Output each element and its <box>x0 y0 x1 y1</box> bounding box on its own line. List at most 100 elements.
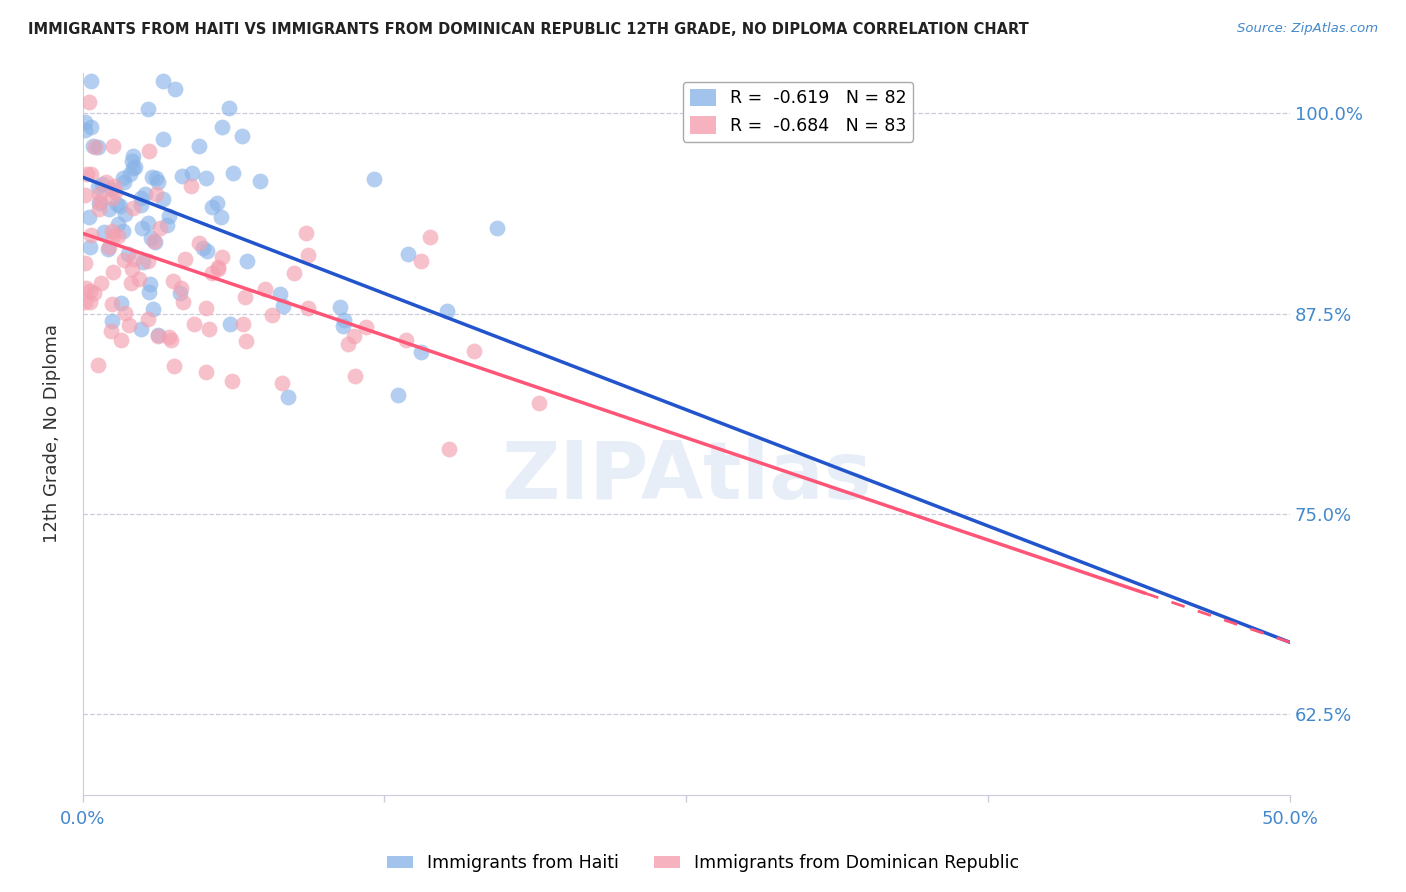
Point <box>94 175 117 189</box>
Point <box>398 247 420 261</box>
Point <box>90 277 112 291</box>
Point <box>439 442 461 456</box>
Point <box>111 170 134 185</box>
Point <box>83 286 105 301</box>
Point <box>253 282 276 296</box>
Point <box>136 253 159 268</box>
Point <box>395 333 418 347</box>
Point <box>343 329 366 343</box>
Point <box>121 154 143 169</box>
Point <box>84 140 107 154</box>
Point <box>181 166 204 180</box>
Y-axis label: 12th Grade, No Diploma: 12th Grade, No Diploma <box>44 325 60 543</box>
Point <box>152 132 174 146</box>
Point <box>114 207 136 221</box>
Point <box>87 180 110 194</box>
Point <box>162 274 184 288</box>
Point <box>121 261 143 276</box>
Point <box>86 358 108 372</box>
Point <box>207 262 229 277</box>
Point <box>149 221 172 235</box>
Point <box>107 228 129 243</box>
Point <box>152 74 174 88</box>
Point <box>101 297 124 311</box>
Point <box>111 224 134 238</box>
Point <box>170 281 193 295</box>
Point <box>297 248 319 262</box>
Point <box>134 186 156 201</box>
Point <box>98 240 121 254</box>
Point <box>108 198 131 212</box>
Point <box>97 202 120 216</box>
Point <box>486 221 509 235</box>
Text: Source: ZipAtlas.com: Source: ZipAtlas.com <box>1237 22 1378 36</box>
Point <box>277 390 299 404</box>
Point <box>409 254 432 268</box>
Point <box>142 234 165 248</box>
Point <box>110 333 132 347</box>
Point <box>197 322 219 336</box>
Point <box>295 226 318 240</box>
Point <box>221 374 243 388</box>
Point <box>75 123 97 137</box>
Point <box>188 139 211 153</box>
Point <box>101 190 124 204</box>
Point <box>344 369 367 384</box>
Point <box>148 175 170 189</box>
Point <box>129 191 152 205</box>
Point <box>100 314 122 328</box>
Point <box>172 169 194 183</box>
Point <box>136 102 159 116</box>
Point <box>91 177 114 191</box>
Point <box>527 396 550 410</box>
Point <box>87 202 110 216</box>
Point <box>138 285 160 299</box>
Point <box>79 284 101 298</box>
Point <box>142 301 165 316</box>
Point <box>104 186 127 200</box>
Point <box>180 179 202 194</box>
Point <box>157 329 180 343</box>
Point <box>80 228 103 243</box>
Point <box>269 287 291 301</box>
Point <box>156 218 179 232</box>
Point <box>163 359 186 374</box>
Point <box>271 299 294 313</box>
Point <box>118 318 141 332</box>
Point <box>77 210 100 224</box>
Point <box>124 161 146 175</box>
Point <box>195 170 218 185</box>
Point <box>117 247 139 261</box>
Point <box>270 376 292 391</box>
Point <box>87 196 110 211</box>
Point <box>128 272 150 286</box>
Point <box>143 235 166 250</box>
Point <box>463 343 485 358</box>
Legend: Immigrants from Haiti, Immigrants from Dominican Republic: Immigrants from Haiti, Immigrants from D… <box>380 847 1026 879</box>
Point <box>191 241 214 255</box>
Point <box>260 308 283 322</box>
Point <box>409 345 432 359</box>
Point <box>141 230 163 244</box>
Point <box>173 252 195 266</box>
Point <box>82 139 104 153</box>
Point <box>232 317 254 331</box>
Legend: R =  -0.619   N = 82, R =  -0.684   N = 83: R = -0.619 N = 82, R = -0.684 N = 83 <box>683 82 912 142</box>
Point <box>222 165 245 179</box>
Point <box>205 195 228 210</box>
Point <box>235 334 257 348</box>
Point <box>249 174 271 188</box>
Point <box>209 211 232 225</box>
Point <box>103 228 125 243</box>
Point <box>146 329 169 343</box>
Point <box>75 281 97 295</box>
Point <box>112 175 135 189</box>
Point <box>73 115 96 129</box>
Point <box>129 198 152 212</box>
Point <box>122 161 145 176</box>
Point <box>141 169 163 184</box>
Point <box>73 187 96 202</box>
Point <box>297 301 319 315</box>
Point <box>87 140 110 154</box>
Point <box>118 167 141 181</box>
